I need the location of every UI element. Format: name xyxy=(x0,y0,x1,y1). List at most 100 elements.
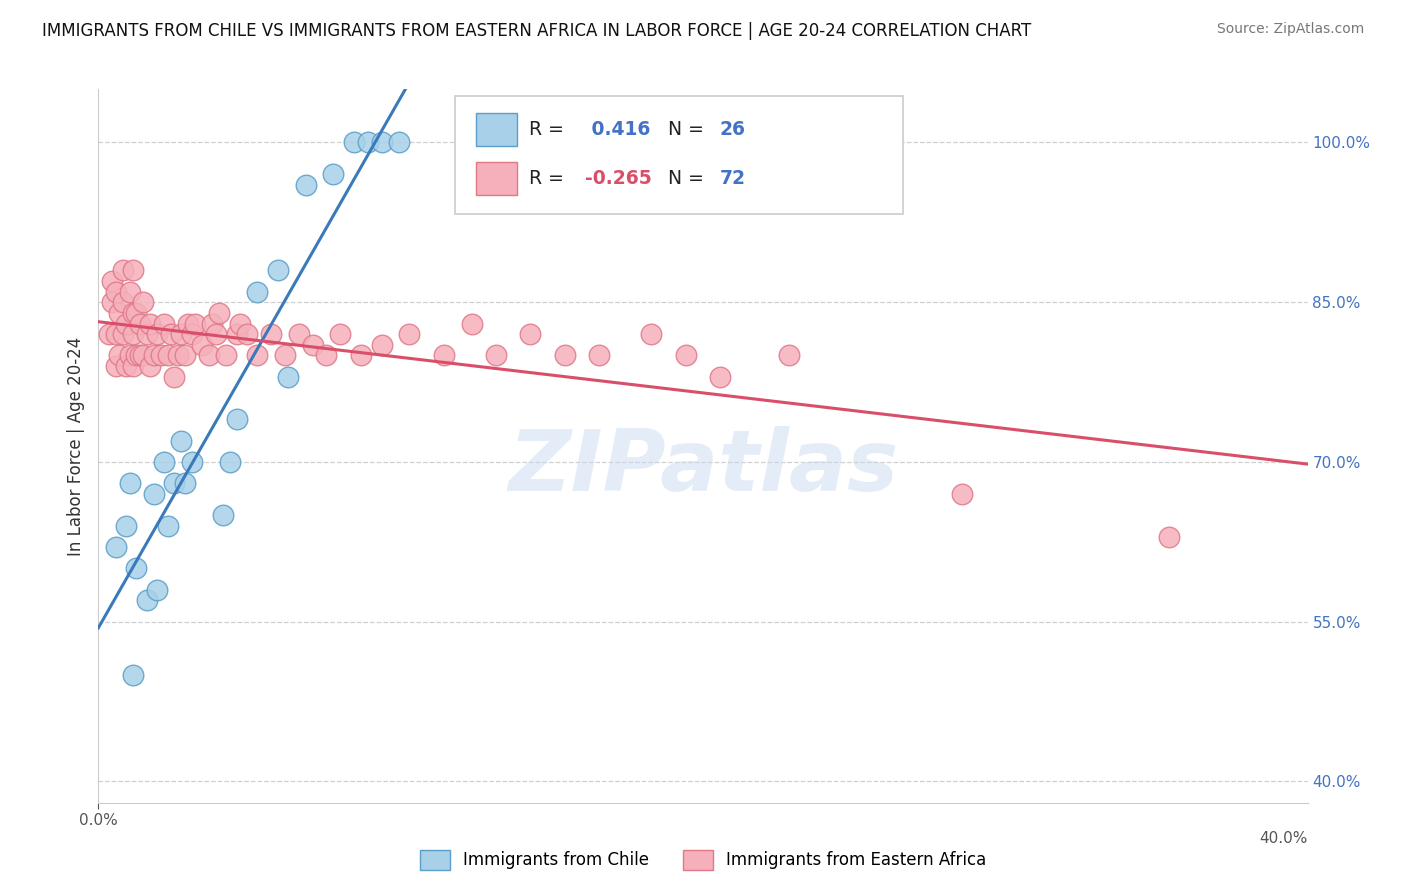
Point xyxy=(146,582,169,597)
Point xyxy=(554,349,576,363)
Point xyxy=(1159,529,1181,543)
Point xyxy=(115,519,138,533)
Point xyxy=(485,349,508,363)
Point xyxy=(167,349,190,363)
Point xyxy=(104,285,127,299)
Point xyxy=(149,349,172,363)
Text: N =: N = xyxy=(668,169,710,188)
Point xyxy=(132,349,155,363)
Point xyxy=(173,349,195,363)
Point xyxy=(108,349,131,363)
Point xyxy=(388,136,411,150)
Point xyxy=(156,349,179,363)
Point xyxy=(156,519,179,533)
Point xyxy=(97,327,120,342)
Point xyxy=(246,349,269,363)
Point xyxy=(778,349,800,363)
Point xyxy=(177,317,200,331)
Text: -0.265: -0.265 xyxy=(585,169,651,188)
Text: 0.416: 0.416 xyxy=(585,120,650,139)
Text: IMMIGRANTS FROM CHILE VS IMMIGRANTS FROM EASTERN AFRICA IN LABOR FORCE | AGE 20-: IMMIGRANTS FROM CHILE VS IMMIGRANTS FROM… xyxy=(42,22,1032,40)
FancyBboxPatch shape xyxy=(456,96,903,214)
Point xyxy=(128,349,150,363)
Point xyxy=(519,327,541,342)
Point xyxy=(225,412,247,426)
Point xyxy=(301,338,323,352)
Point xyxy=(139,317,162,331)
Point xyxy=(343,136,366,150)
Point xyxy=(350,349,373,363)
Point xyxy=(104,327,127,342)
Point xyxy=(329,327,352,342)
Point xyxy=(101,295,124,310)
Point xyxy=(111,263,134,277)
Point xyxy=(191,338,214,352)
Point xyxy=(170,327,193,342)
Text: 72: 72 xyxy=(720,169,747,188)
Point xyxy=(163,369,186,384)
Point xyxy=(139,359,162,373)
Point xyxy=(236,327,259,342)
Point xyxy=(104,540,127,554)
Point xyxy=(640,327,662,342)
Point xyxy=(146,327,169,342)
Point xyxy=(122,359,145,373)
Point xyxy=(135,327,157,342)
Text: ZIPatlas: ZIPatlas xyxy=(508,425,898,509)
Text: R =: R = xyxy=(529,120,569,139)
Point xyxy=(132,295,155,310)
Point xyxy=(111,327,134,342)
Point xyxy=(173,476,195,491)
Point xyxy=(357,136,380,150)
Point xyxy=(115,317,138,331)
Point xyxy=(142,349,165,363)
Text: 26: 26 xyxy=(720,120,747,139)
Point xyxy=(218,455,240,469)
Point xyxy=(184,317,207,331)
Point xyxy=(122,668,145,682)
Point xyxy=(215,349,238,363)
Text: R =: R = xyxy=(529,169,569,188)
Point xyxy=(115,359,138,373)
Point xyxy=(101,274,124,288)
Legend: Immigrants from Chile, Immigrants from Eastern Africa: Immigrants from Chile, Immigrants from E… xyxy=(413,843,993,877)
Point xyxy=(122,306,145,320)
Point xyxy=(229,317,252,331)
Point xyxy=(153,455,176,469)
Y-axis label: In Labor Force | Age 20-24: In Labor Force | Age 20-24 xyxy=(66,336,84,556)
Point xyxy=(142,487,165,501)
Point xyxy=(208,306,231,320)
Point xyxy=(118,349,141,363)
Text: N =: N = xyxy=(668,120,710,139)
Point xyxy=(460,317,482,331)
Point xyxy=(588,349,610,363)
Point xyxy=(370,136,392,150)
Text: 40.0%: 40.0% xyxy=(1260,831,1308,847)
Point xyxy=(294,178,316,192)
Point xyxy=(225,327,247,342)
Point xyxy=(135,593,157,607)
Point xyxy=(315,349,337,363)
Point xyxy=(111,295,134,310)
Point xyxy=(118,476,141,491)
Point xyxy=(277,369,299,384)
Point xyxy=(205,327,228,342)
Point xyxy=(211,508,233,523)
Point xyxy=(122,327,145,342)
Point xyxy=(274,349,297,363)
Point xyxy=(260,327,283,342)
FancyBboxPatch shape xyxy=(475,162,517,194)
Text: Source: ZipAtlas.com: Source: ZipAtlas.com xyxy=(1216,22,1364,37)
Point xyxy=(122,263,145,277)
Point xyxy=(675,349,697,363)
Point xyxy=(153,317,176,331)
Point xyxy=(170,434,193,448)
Point xyxy=(180,455,202,469)
Point xyxy=(180,327,202,342)
Point xyxy=(433,349,456,363)
Point xyxy=(198,349,221,363)
Point xyxy=(267,263,290,277)
Point xyxy=(108,306,131,320)
Point xyxy=(128,317,150,331)
FancyBboxPatch shape xyxy=(475,113,517,146)
